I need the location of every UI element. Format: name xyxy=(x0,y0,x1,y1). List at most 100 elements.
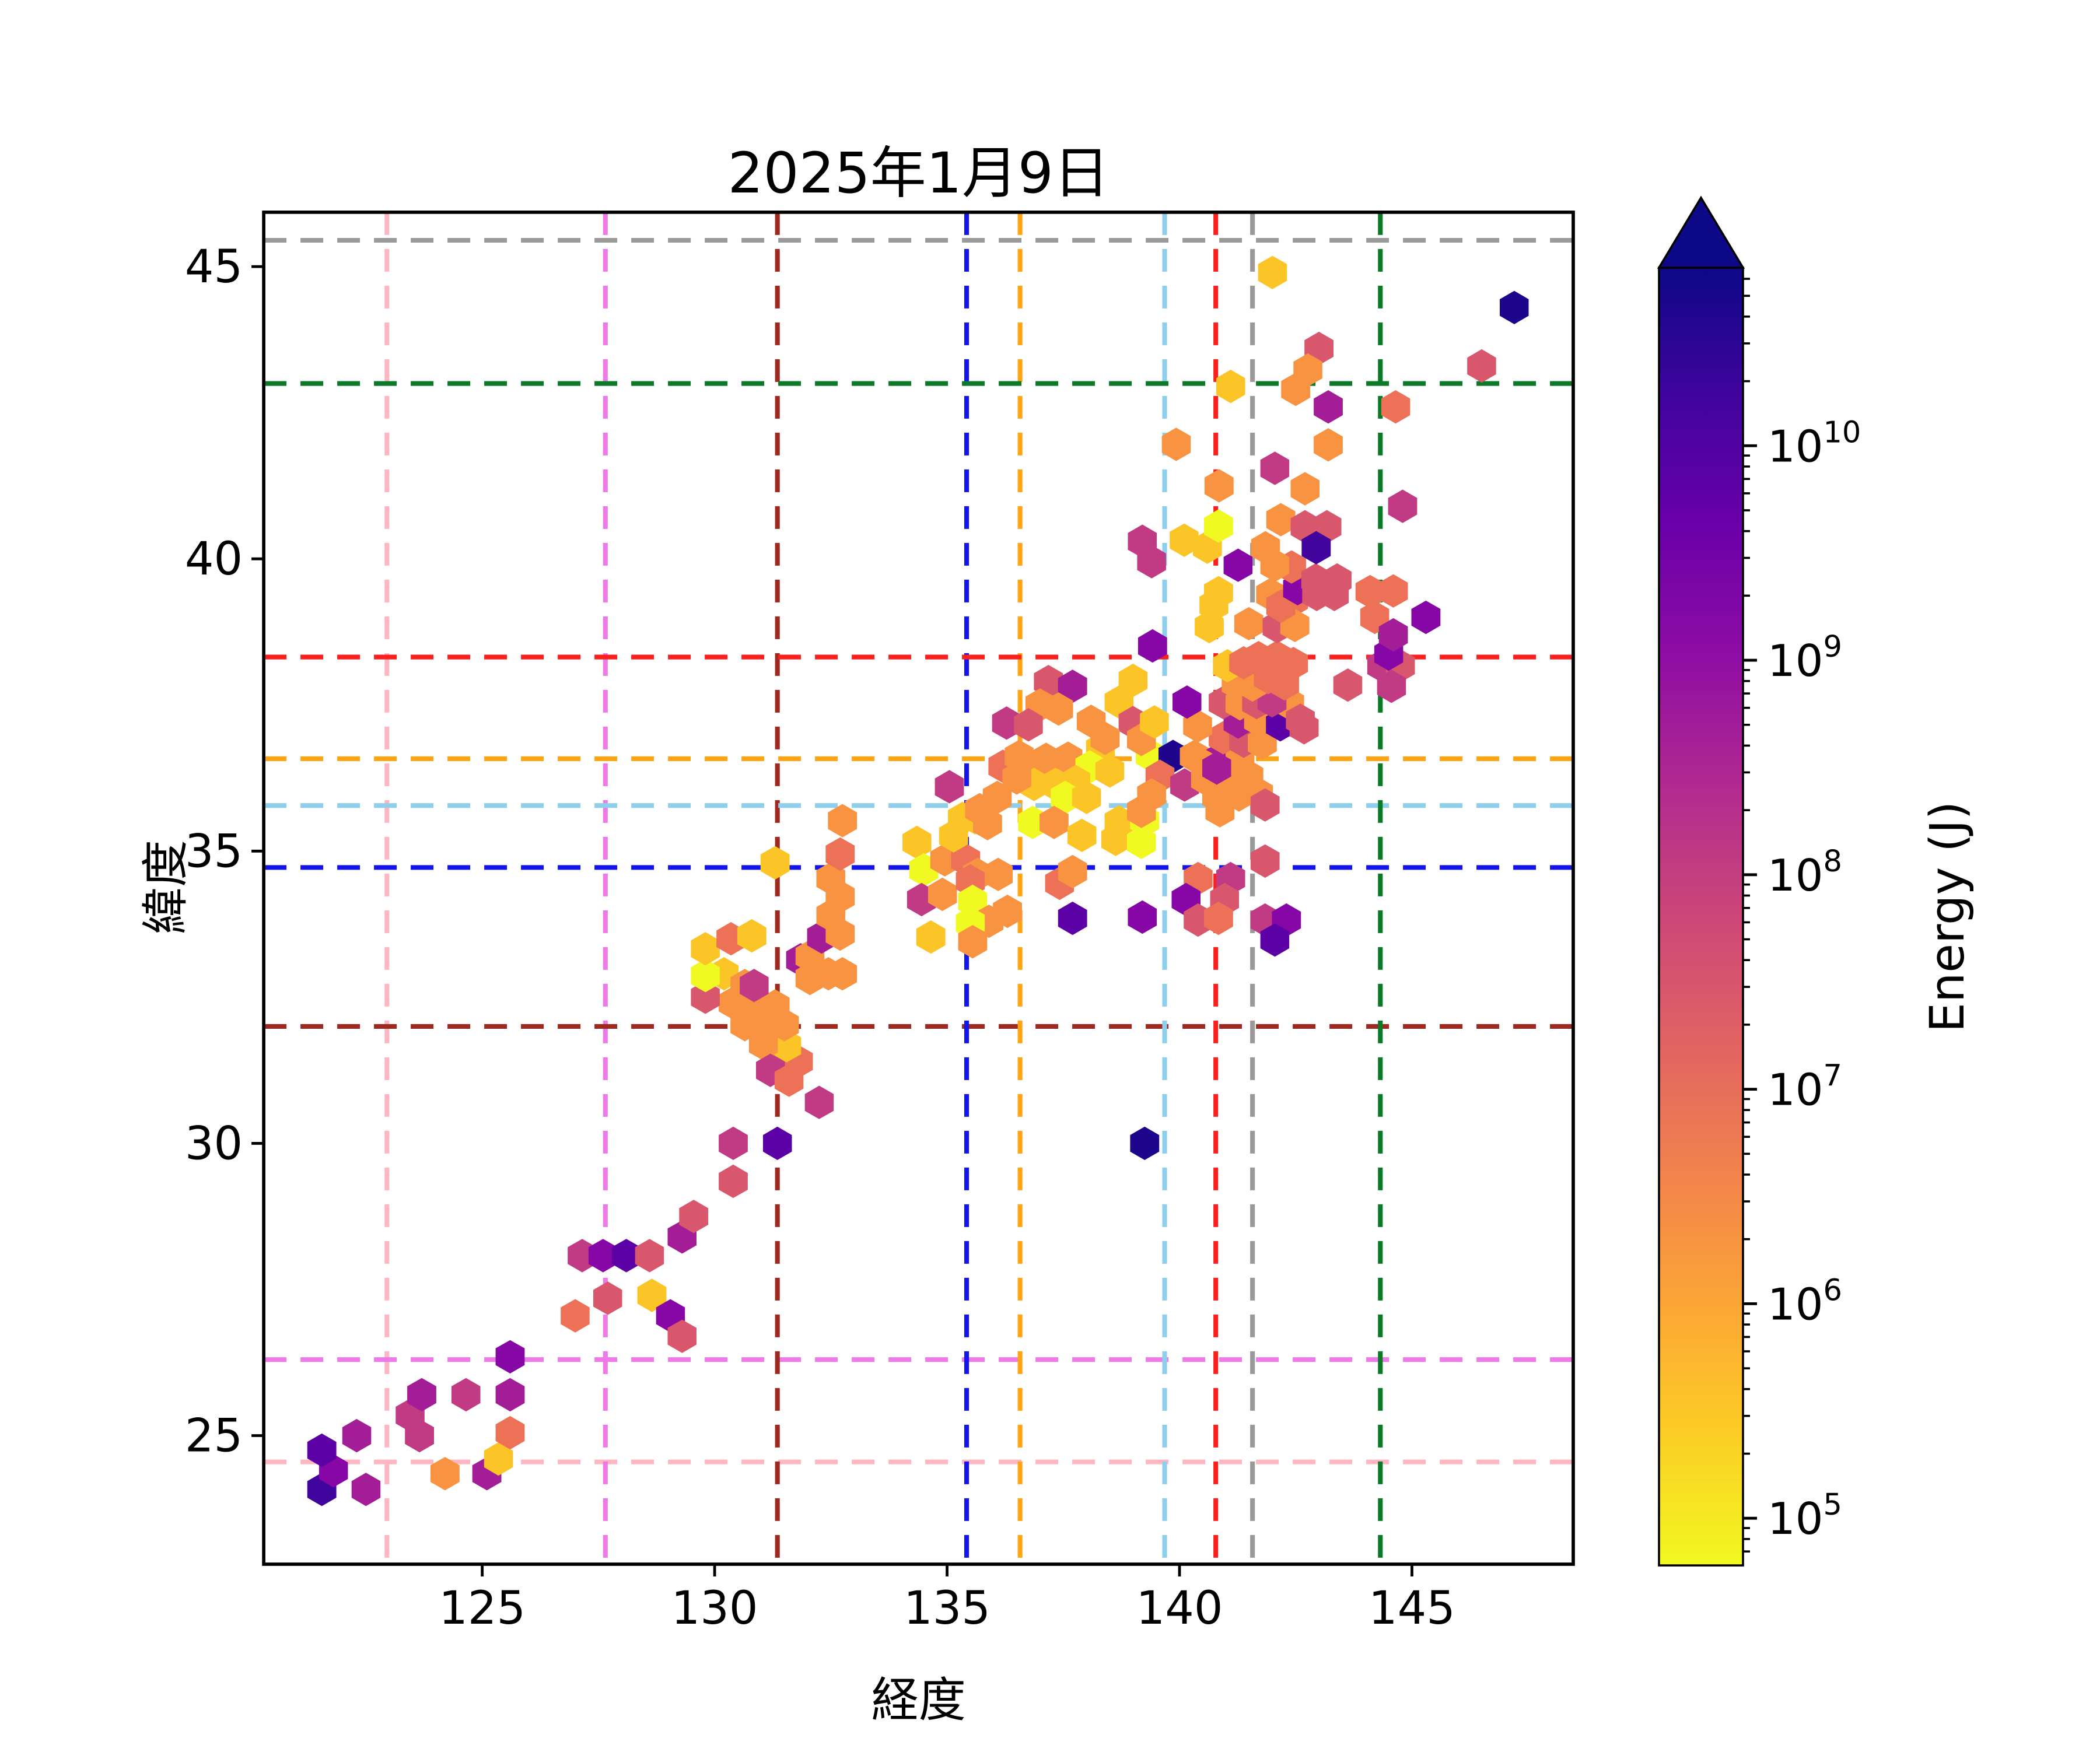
hex-bin xyxy=(935,770,964,804)
hex-bin xyxy=(916,920,946,954)
hex-bin xyxy=(1279,647,1308,681)
hex-bin xyxy=(828,957,858,991)
hex-bin xyxy=(495,1378,525,1412)
hex-bin xyxy=(1161,428,1191,461)
hex-bin xyxy=(1286,703,1315,737)
hex-bin xyxy=(691,932,720,966)
hex-bin xyxy=(691,959,720,993)
hex-bin xyxy=(1127,794,1156,828)
hex-bin xyxy=(1204,576,1233,609)
hex-bin xyxy=(1281,373,1311,407)
hex-bin xyxy=(774,1063,804,1097)
hex-bin xyxy=(407,1378,436,1412)
hex-bin xyxy=(1140,705,1169,739)
hex-bin xyxy=(1378,618,1408,652)
hex-bin xyxy=(984,857,1013,891)
axes-layer: 125 130 135 140 145 25 30 35 40 45 xyxy=(185,211,1575,1635)
hex-bin xyxy=(816,861,845,896)
hex-bin xyxy=(679,1200,709,1234)
colorbar-label: Energy (J) xyxy=(1920,801,1975,1032)
hex-bin xyxy=(1223,548,1253,582)
hex-bin xyxy=(1411,600,1441,635)
hex-bin xyxy=(495,1340,525,1373)
x-axis-label: 経度 xyxy=(872,1673,966,1728)
hex-bin xyxy=(1381,390,1410,424)
hex-bin xyxy=(1467,349,1496,383)
y-tick-label: 25 xyxy=(185,1410,243,1463)
hex-bin xyxy=(1130,1126,1160,1160)
hex-bin xyxy=(430,1457,460,1491)
hex-bin xyxy=(351,1473,381,1506)
hex-bin xyxy=(1500,290,1529,324)
y-tick-label: 45 xyxy=(185,241,243,293)
hex-bin xyxy=(1058,854,1087,889)
hex-bin xyxy=(1322,563,1352,597)
hex-bin xyxy=(1266,503,1296,537)
hex-bin xyxy=(1258,255,1287,289)
hex-bin xyxy=(939,819,968,853)
hex-bin xyxy=(928,877,957,912)
hex-bin xyxy=(1250,844,1280,878)
hex-bin xyxy=(804,1085,834,1119)
hex-bin xyxy=(1204,469,1234,503)
x-tick-label: 130 xyxy=(671,1582,758,1635)
hex-bin xyxy=(828,804,858,838)
hex-bin xyxy=(1260,923,1290,957)
hex-bin xyxy=(1204,509,1233,543)
hex-bin xyxy=(719,1126,748,1160)
hex-bin xyxy=(691,980,720,1014)
hex-bin xyxy=(495,1415,525,1450)
hex-bin xyxy=(760,846,790,880)
hex-bin xyxy=(1072,780,1101,814)
hex-bin xyxy=(1138,629,1167,663)
x-tick-label: 125 xyxy=(439,1582,526,1635)
hex-bin xyxy=(667,1319,696,1353)
hex-bin xyxy=(611,1239,641,1273)
hex-bin xyxy=(993,894,1022,928)
hex-bin xyxy=(1128,900,1157,934)
hex-bin xyxy=(452,1378,481,1412)
hex-bin xyxy=(1195,609,1224,644)
hex-bin xyxy=(1204,901,1233,935)
hex-bin xyxy=(484,1442,513,1476)
hex-bin xyxy=(1031,742,1060,776)
x-tick-label: 140 xyxy=(1136,1582,1223,1635)
hex-bin xyxy=(1377,670,1406,703)
hex-bin xyxy=(992,706,1021,740)
hex-bin xyxy=(965,793,995,826)
hex-bin xyxy=(740,969,769,1003)
hex-bin xyxy=(1205,794,1235,828)
colorbar-extend-arrow xyxy=(1657,195,1745,269)
hex-bin xyxy=(1290,472,1320,506)
hex-bin xyxy=(1314,428,1343,462)
hex-bin xyxy=(635,1239,664,1273)
hex-bin xyxy=(342,1419,372,1453)
hex-bin xyxy=(1234,607,1264,640)
y-tick-label: 30 xyxy=(185,1117,243,1170)
hex-bin xyxy=(825,837,855,871)
colorbar-tick-label: 105 xyxy=(1768,1488,1842,1544)
hex-bin xyxy=(588,1239,618,1273)
hex-bin xyxy=(1202,751,1231,785)
hex-bin xyxy=(1058,670,1087,703)
hex-bin xyxy=(1301,531,1331,565)
y-tick-label: 35 xyxy=(185,825,243,878)
colorbar-tick-label: 106 xyxy=(1768,1273,1842,1330)
hex-bin xyxy=(1355,574,1385,609)
hex-bin xyxy=(561,1299,590,1333)
hex-bin xyxy=(958,925,988,959)
hex-bin xyxy=(737,919,766,953)
colorbar-tick-label: 1010 xyxy=(1768,415,1861,472)
hex-bin xyxy=(1183,709,1212,743)
hex-bin xyxy=(760,989,790,1023)
colorbar-tick-label: 109 xyxy=(1768,630,1842,686)
colorbar-tick-label: 107 xyxy=(1768,1059,1842,1116)
hex-bin xyxy=(307,1433,337,1467)
hex-bin xyxy=(1044,692,1073,726)
hex-bin xyxy=(1333,668,1363,702)
colorbar-layer: 1010 109 108 107 106 105 xyxy=(1657,195,1861,1567)
hex-bin xyxy=(637,1278,667,1312)
x-tick-label: 145 xyxy=(1368,1582,1455,1635)
